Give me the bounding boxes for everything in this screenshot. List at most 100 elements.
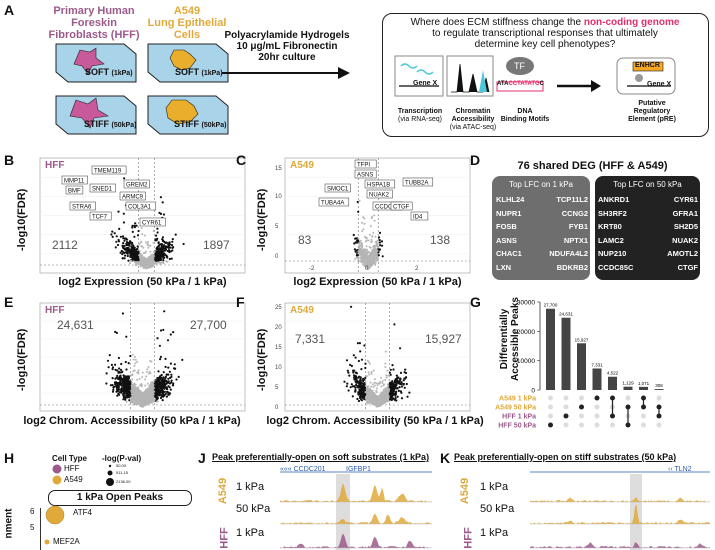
svg-text:TUBB2A: TUBB2A xyxy=(405,180,428,186)
a549-title: A549 Lung Epithelial Cells xyxy=(147,5,227,41)
upset-dot xyxy=(579,422,584,428)
stiff-genes-title: Top LFC on 50 kPa xyxy=(613,180,682,189)
caption-chromatin: Chromatin Accessibility (via ATAC-seq) xyxy=(449,108,497,131)
gene-label: COL3A1 xyxy=(125,201,157,210)
gene-name: LAMC2 xyxy=(598,235,624,245)
volcano-b-left-count: 2112 xyxy=(52,238,78,252)
track-j-row-3: 1 kPa xyxy=(236,527,265,539)
track-k-row-2: 50 kPa xyxy=(480,503,515,515)
upset-bar-label: 1,129 xyxy=(622,381,634,386)
panel-label-j: J xyxy=(198,450,206,466)
svg-text:MMP11: MMP11 xyxy=(64,178,85,184)
accessibility-plot-a549: 25 20 15 10 5 0 xyxy=(275,302,471,412)
gene-name: NUAK2 xyxy=(672,235,698,245)
gene-label: NUAK2 xyxy=(366,189,393,198)
track-k-row-1: 1 kPa xyxy=(480,481,509,493)
volcano-f-right-count: 15,927 xyxy=(425,332,462,346)
caption-transcription: Transcription (via RNA-seq) xyxy=(397,108,443,123)
upset-ytick-label: 0 xyxy=(531,388,535,395)
upset-bar xyxy=(561,317,571,390)
svg-text:TCF7: TCF7 xyxy=(92,214,108,220)
track-j-gene-1: ««« CCDC201 xyxy=(280,466,326,473)
volcano-e-right-count: 27,700 xyxy=(190,318,227,332)
volcano-c-xtick: 2 xyxy=(415,266,419,272)
upset-dot xyxy=(641,422,646,428)
svg-text:CYR61: CYR61 xyxy=(142,220,162,226)
signal-track xyxy=(280,533,432,548)
tick-6: 6 xyxy=(30,507,35,516)
gene-row: NUP210 AMOTL2 xyxy=(598,247,698,261)
svg-text:STRA6: STRA6 xyxy=(72,204,92,210)
gene-label: ID4 xyxy=(410,211,429,220)
legend-size-1: 50.00 xyxy=(116,463,127,468)
svg-text:SNED1: SNED1 xyxy=(92,186,113,192)
volcano-c-ytick: 5 xyxy=(275,224,279,230)
panel-label-a: A xyxy=(4,2,15,18)
volcano-c-ylabel: -log10(FDR) xyxy=(256,188,268,251)
svg-text:ASNS: ASNS xyxy=(357,172,373,178)
upset-bar xyxy=(654,389,664,390)
upset-dot xyxy=(656,422,662,428)
upset-bar xyxy=(623,386,633,390)
svg-text:COL3A1: COL3A1 xyxy=(128,204,152,210)
gene-name: CCNG2 xyxy=(561,208,588,218)
svg-text:SMOC1: SMOC1 xyxy=(327,186,349,192)
upset-dot xyxy=(563,413,569,419)
track-j-gene-2: IGFBP1 xyxy=(346,466,371,473)
points xyxy=(105,310,184,408)
track-k-title: Peak preferentially-open on stiff substr… xyxy=(454,452,677,462)
upset-set-name: HFF 1 kPa xyxy=(502,414,536,421)
upset-ytick-label: 20000 xyxy=(517,329,535,336)
panel-label-h: H xyxy=(4,450,15,466)
svg-text:ARMC9: ARMC9 xyxy=(122,194,144,200)
genome-tracks-stiff xyxy=(530,471,710,550)
upset-bar xyxy=(546,308,555,390)
caption-dna-motifs: DNA Binding Motifs xyxy=(500,108,550,123)
volcano-e-left-count: 24,631 xyxy=(57,318,94,332)
volcano-c-ytick: 15 xyxy=(275,166,282,172)
svg-text:TFPI: TFPI xyxy=(357,162,370,168)
volcano-b-tag: HFF xyxy=(45,160,65,171)
track-j-title: Peak preferentially-open on soft substra… xyxy=(212,452,430,462)
soft-genes-title: Top LFC on 1 kPa xyxy=(508,180,574,189)
tf-label: TF xyxy=(514,61,525,71)
a549-soft-dish xyxy=(147,43,229,83)
legend-dots xyxy=(52,464,114,486)
enrichment-axis xyxy=(40,508,41,550)
upset-dot xyxy=(594,404,600,410)
hff-stiff-label: STIFF (50kPa) xyxy=(84,119,137,129)
upset-set-name: A549 1 kPa xyxy=(499,396,536,403)
hff-title: Primary Human Foreskin Fibroblasts (HFF) xyxy=(48,5,140,41)
hff-soft-dish xyxy=(55,43,137,83)
upset-bar xyxy=(577,343,586,390)
gene-name: NUP210 xyxy=(598,249,627,258)
cell-dishes-illustration xyxy=(55,43,229,135)
gene-row: CHAC1 NDUFA4L2 xyxy=(496,247,588,261)
gene-name: BDKRB2 xyxy=(556,262,588,272)
gene-name: NDUFA4L2 xyxy=(549,249,588,258)
points xyxy=(343,305,411,408)
points xyxy=(352,199,384,270)
upset-dot xyxy=(548,422,553,428)
enhcr-label: ENHCR xyxy=(635,62,660,69)
volcano-b-xlabel: log2 Expression (50 kPa / 1 kPa) xyxy=(58,276,227,288)
track-j-cell-a549: A549 xyxy=(217,477,230,505)
signal-track xyxy=(530,504,710,524)
motif-dots xyxy=(44,505,65,545)
volcano-f-ytick: 10 xyxy=(275,365,282,371)
volcano-c-left-count: 83 xyxy=(298,233,312,247)
signal-track xyxy=(280,483,432,502)
upset-bar-label: 15,927 xyxy=(575,337,589,342)
panel-label-k: K xyxy=(440,450,451,466)
volcano-f-left-count: 7,331 xyxy=(295,332,326,346)
gene-row: KLHL24 TCP11L2 xyxy=(496,193,588,207)
volcano-f-ytick: 15 xyxy=(275,345,282,351)
svg-text:TMEM119: TMEM119 xyxy=(94,168,122,174)
upset-dot xyxy=(641,413,646,419)
panel-label-g: G xyxy=(470,294,481,310)
genome-tracks-soft xyxy=(280,471,432,550)
upset-dot xyxy=(656,395,662,401)
svg-text:CTGF: CTGF xyxy=(393,204,410,210)
upset-bar-label: 308 xyxy=(655,383,663,388)
gene-name: FYB1 xyxy=(568,222,588,231)
